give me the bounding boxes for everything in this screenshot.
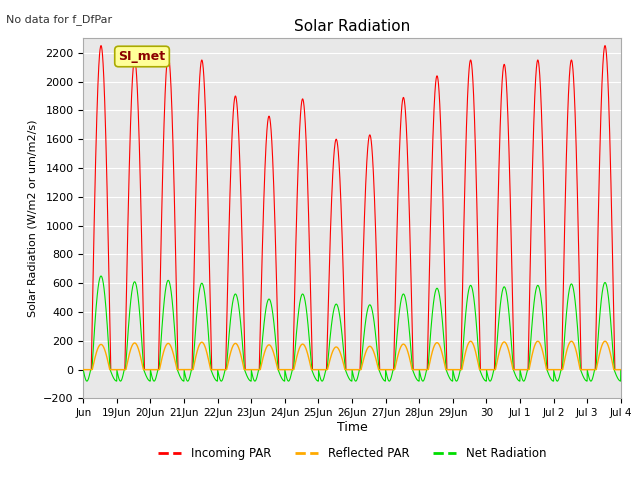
Text: SI_met: SI_met (118, 50, 166, 63)
X-axis label: Time: Time (337, 421, 367, 434)
Legend: Incoming PAR, Reflected PAR, Net Radiation: Incoming PAR, Reflected PAR, Net Radiati… (153, 442, 551, 465)
Text: No data for f_DfPar: No data for f_DfPar (6, 14, 113, 25)
Title: Solar Radiation: Solar Radiation (294, 20, 410, 35)
Y-axis label: Solar Radiation (W/m2 or um/m2/s): Solar Radiation (W/m2 or um/m2/s) (28, 120, 37, 317)
